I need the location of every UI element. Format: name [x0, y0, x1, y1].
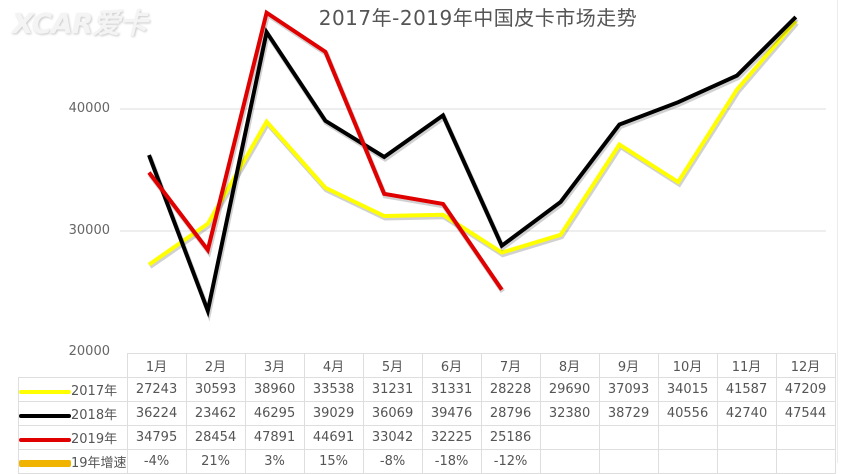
y-tick-30000: 30000 [68, 223, 110, 238]
column-header: 4月 [303, 353, 364, 378]
column-header: 8月 [539, 353, 600, 378]
legend-swatch-orange [19, 460, 71, 467]
legend-swatch-yellow [19, 389, 71, 394]
table-cell [539, 449, 600, 474]
legend-2019: 2019年 [18, 425, 128, 450]
table-cell: 47209 [775, 377, 836, 402]
table-cell [716, 425, 777, 450]
chart-stage: XCAR爱卡 2017年-2019年中国皮卡市场走势 40000 30000 2… [12, 0, 838, 474]
table-cell: -8% [362, 449, 423, 474]
y-tick-20000: 20000 [68, 344, 110, 359]
table-cell: 34015 [657, 377, 718, 402]
table-cell: 36224 [126, 401, 187, 426]
column-header: 9月 [598, 353, 659, 378]
chart-title: 2017年-2019年中国皮卡市场走势 [318, 6, 638, 30]
table-cell: 32225 [421, 425, 482, 450]
table-cell [775, 449, 836, 474]
table-row: 2017年 27243 30593 38960 33538 31231 31331 2822… [18, 377, 836, 402]
column-header: 5月 [362, 353, 423, 378]
table-cell: 37093 [598, 377, 659, 402]
table-cell: 39029 [303, 401, 364, 426]
table-cell: 29690 [539, 377, 600, 402]
table-cell: 31231 [362, 377, 423, 402]
table-cell: 38960 [244, 377, 305, 402]
table-cell [598, 449, 659, 474]
right-border [837, 0, 838, 463]
table-cell: 34795 [126, 425, 187, 450]
column-header: 2月 [185, 353, 246, 378]
table-cell: 21% [185, 449, 246, 474]
legend-growth: 19年增速 [18, 449, 128, 474]
data-table: 1月 2月 3月 4月 5月 6月 7月 8月 9月 10月 11月 12月 2017年 27243 3… [18, 353, 836, 474]
table-cell: 28228 [480, 377, 541, 402]
table-cell: 47891 [244, 425, 305, 450]
column-header: 10月 [657, 353, 718, 378]
series-line [147, 19, 798, 267]
table-cell [539, 425, 600, 450]
table-row: 2019年 34795 28454 47891 44691 33042 32225 2518… [18, 425, 836, 450]
table-cell [657, 425, 718, 450]
table-cell: 36069 [362, 401, 423, 426]
table-cell: -18% [421, 449, 482, 474]
table-cell: 25186 [480, 425, 541, 450]
table-cell: 30593 [185, 377, 246, 402]
table-cell: 33538 [303, 377, 364, 402]
column-header: 3月 [244, 353, 305, 378]
table-cell: 31331 [421, 377, 482, 402]
table-cell: 28796 [480, 401, 541, 426]
legend-swatch-red [19, 437, 71, 442]
table-cell: 42740 [716, 401, 777, 426]
table-cell: 15% [303, 449, 364, 474]
column-header: 12月 [775, 353, 836, 378]
table-cell: 33042 [362, 425, 423, 450]
table-cell: 40556 [657, 401, 718, 426]
y-tick-40000: 40000 [68, 101, 110, 116]
series-lines [147, 9, 799, 322]
table-cell: 23462 [185, 401, 246, 426]
line-plot [120, 9, 826, 322]
table-cell: 46295 [244, 401, 305, 426]
column-header: 6月 [421, 353, 482, 378]
table-header-row: 1月 2月 3月 4月 5月 6月 7月 8月 9月 10月 11月 12月 [19, 353, 836, 378]
table-cell: 38729 [598, 401, 659, 426]
column-header: 1月 [126, 353, 187, 378]
table-cell: 44691 [303, 425, 364, 450]
legend-2018: 2018年 [18, 401, 128, 426]
table-cell: 27243 [126, 377, 187, 402]
table-cell: 32380 [539, 401, 600, 426]
series-line [147, 15, 798, 318]
table-cell [775, 425, 836, 450]
table-cell: 41587 [716, 377, 777, 402]
column-header: 11月 [716, 353, 777, 378]
header-corner [19, 354, 128, 378]
table-cell: 39476 [421, 401, 482, 426]
column-header: 7月 [480, 353, 541, 378]
table-cell: -4% [126, 449, 187, 474]
table-cell: 47544 [775, 401, 836, 426]
watermark-logo: XCAR爱卡 [12, 7, 147, 40]
table-row: 19年增速 -4% 21% 3% 15% -8% -18% -12% [18, 449, 836, 474]
legend-swatch-black [19, 413, 71, 418]
table-cell: -12% [480, 449, 541, 474]
series-line [147, 9, 504, 291]
table-cell [657, 449, 718, 474]
table-cell: 28454 [185, 425, 246, 450]
table-row: 2018年 36224 23462 46295 39029 36069 39476 2879… [18, 401, 836, 426]
table-cell: 3% [244, 449, 305, 474]
legend-2017: 2017年 [18, 377, 128, 402]
table-cell [598, 425, 659, 450]
table-cell [716, 449, 777, 474]
